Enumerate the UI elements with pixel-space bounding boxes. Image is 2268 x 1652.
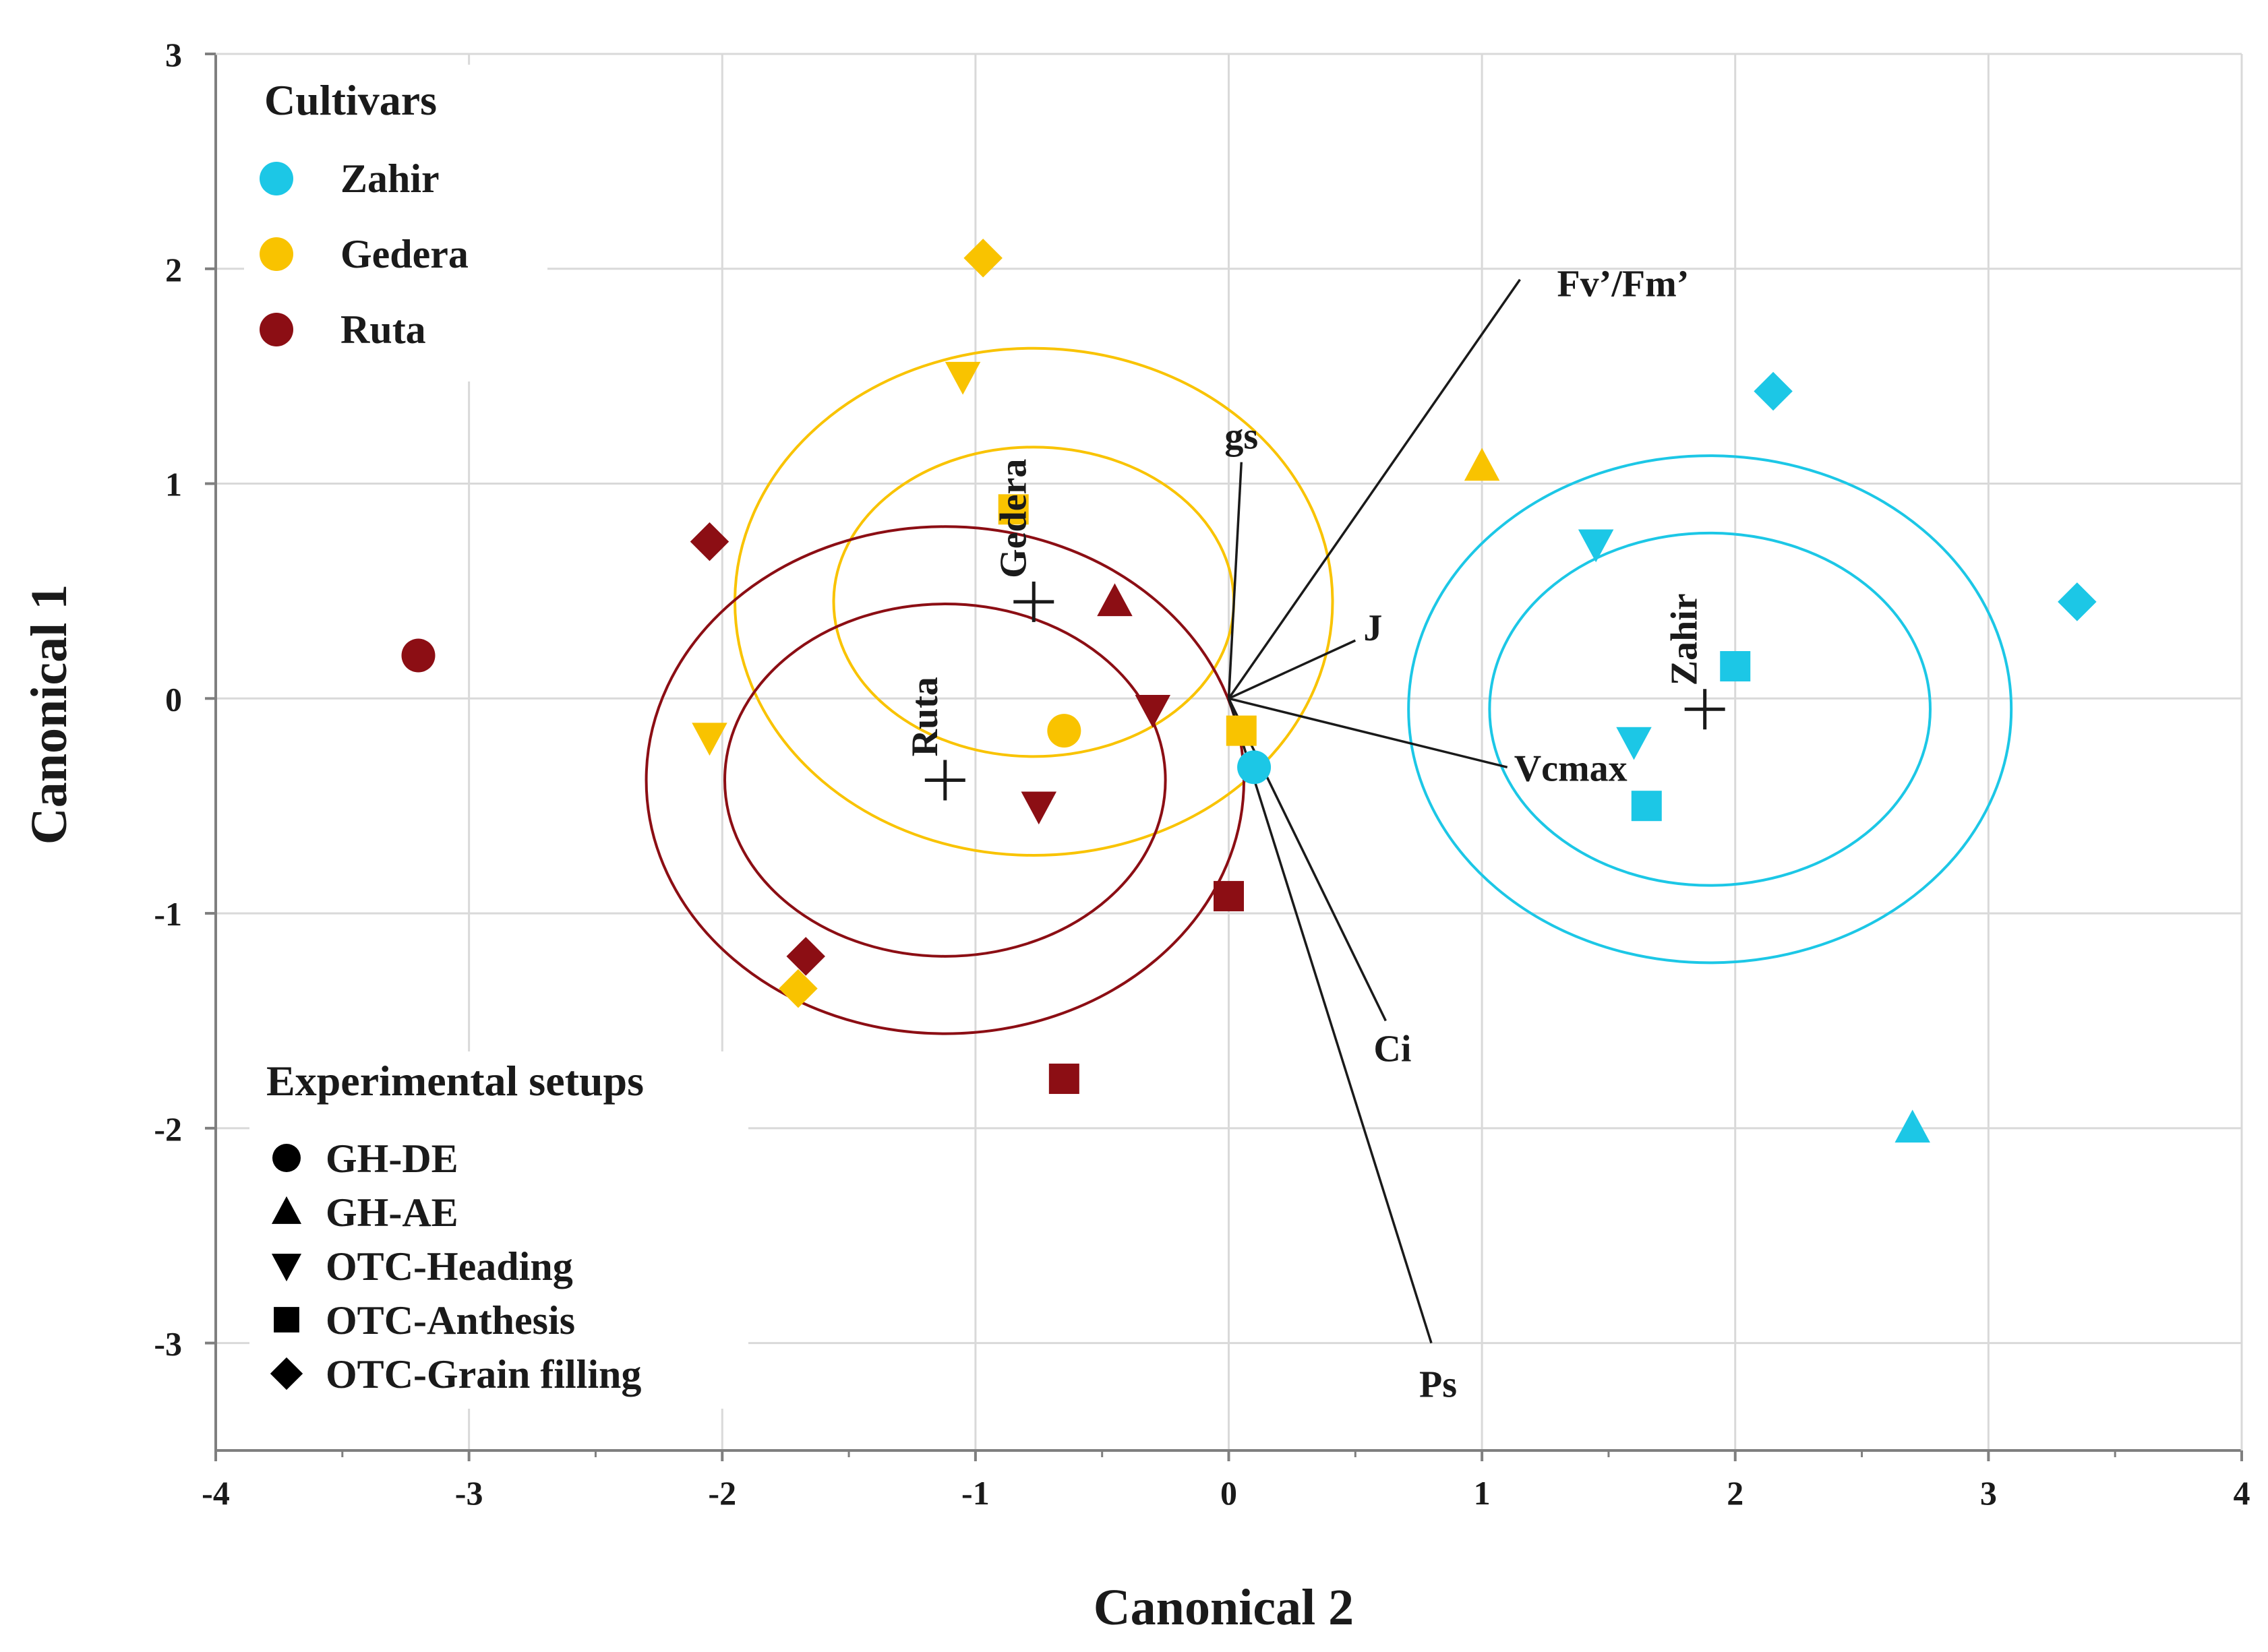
cultivars-legend: Cultivars Zahir Gedera Ruta (244, 65, 547, 381)
legend-label-ruta: Ruta (340, 307, 426, 352)
x-tick-label: -4 (202, 1474, 230, 1512)
loading-vector-label: J (1363, 607, 1382, 649)
y-tick-label: 3 (165, 36, 182, 73)
loading-vector-line (1228, 278, 1521, 700)
y-tick-label: 1 (165, 466, 182, 503)
legend-marker-ruta (260, 313, 293, 346)
legend-marker-otc-grain-filling (270, 1357, 303, 1390)
legend-label-zahir: Zahir (340, 156, 440, 201)
legend-label-otc-anthesis: OTC-Anthesis (326, 1298, 575, 1343)
loading-vector-label: Ci (1373, 1028, 1411, 1070)
loading-vector-label: Fv’/Fm’ (1557, 264, 1689, 305)
point-gedera-otc-heading (692, 723, 727, 756)
y-tick-label: -3 (154, 1325, 182, 1363)
legend-marker-gedera (260, 237, 293, 271)
loading-vector-line (1227, 698, 1433, 1344)
point-zahir-otc-heading (1616, 727, 1652, 760)
data-points (401, 239, 2097, 1143)
loading-vector-label: gs (1224, 416, 1258, 458)
legend-label-gh-de: GH-DE (326, 1136, 458, 1181)
point-zahir-gh-de (1237, 750, 1272, 785)
point-zahir-otc-grain-filling (2058, 582, 2097, 621)
legend-background (249, 1051, 748, 1409)
point-ruta-otc-grain-filling (690, 522, 729, 561)
legend-marker-otc-anthesis (274, 1307, 299, 1333)
point-zahir-otc-anthesis (1631, 791, 1662, 822)
legend-marker-otc-heading (271, 1254, 302, 1282)
x-tick-label: -3 (455, 1474, 483, 1512)
legend-marker-gh-de (272, 1144, 301, 1172)
point-ruta-otc-heading (1135, 694, 1171, 728)
x-tick-label: 4 (2234, 1474, 2250, 1512)
confidence-ellipse-inner (1488, 531, 1932, 887)
x-tick-label: 1 (1474, 1474, 1491, 1512)
point-gedera-gh-ae (1464, 448, 1500, 481)
setups-legend: Experimental setups GH-DE GH-AE OTC-Headin… (249, 1051, 748, 1409)
point-zahir-gh-ae (1894, 1109, 1930, 1143)
point-zahir-otc-grain-filling (1754, 371, 1793, 411)
x-axis-title: Canonical 2 (1094, 1579, 1354, 1636)
point-ruta-gh-ae (1097, 583, 1133, 617)
y-tick-label: -1 (154, 895, 182, 933)
x-tick-label: -1 (961, 1474, 990, 1512)
point-gedera-gh-de (1047, 714, 1081, 748)
loading-vector-line (1228, 639, 1356, 700)
legend-background (244, 65, 547, 381)
legend-label-gh-ae: GH-AE (326, 1190, 458, 1235)
centroid-label: Gedera (992, 459, 1034, 578)
y-tick-label: 2 (165, 251, 182, 288)
point-zahir-otc-heading (1578, 529, 1614, 563)
y-axis-title: Canonical 1 (21, 584, 78, 845)
x-tick-label: 3 (1980, 1474, 1997, 1512)
cultivars-legend-title: Cultivars (264, 76, 437, 124)
loading-vectors: Fv’/Fm’ gs J Vcmax Ci Ps (1224, 264, 1689, 1406)
confidence-ellipse-outer (1407, 454, 2013, 965)
point-gedera-otc-anthesis (1226, 715, 1257, 746)
legend-label-otc-heading: OTC-Heading (326, 1244, 573, 1289)
x-tick-label: -2 (708, 1474, 736, 1512)
point-gedera-otc-heading (945, 361, 981, 395)
axes: -4 -3 -2 -1 0 1 2 3 4 3 2 1 0 -1 -2 -3 (154, 36, 2250, 1512)
point-ruta-otc-anthesis (1214, 881, 1244, 912)
loading-vector-line (1228, 697, 1508, 769)
point-gedera-otc-grain-filling (963, 239, 1003, 278)
confidence-ellipse-outer (734, 346, 1334, 857)
legend-label-gedera: Gedera (340, 232, 469, 276)
centroid-label: Ruta (904, 677, 946, 756)
point-ruta-otc-heading (1021, 791, 1057, 825)
x-tick-label: 0 (1220, 1474, 1237, 1512)
loading-vector-label: Ps (1419, 1364, 1457, 1406)
point-zahir-otc-anthesis (1720, 650, 1751, 681)
loading-vector-line (1227, 462, 1243, 699)
confidence-ellipses (645, 346, 2013, 1035)
y-tick-label: 0 (165, 680, 182, 718)
loading-vector-line (1227, 698, 1387, 1022)
loading-vector-label: Vcmax (1514, 747, 1628, 789)
x-tick-label: 2 (1727, 1474, 1743, 1512)
point-ruta-otc-grain-filling (786, 937, 825, 976)
confidence-ellipse-inner (723, 603, 1167, 958)
centroids: Zahir Gedera Ruta (904, 459, 1725, 801)
point-ruta-otc-anthesis (1048, 1064, 1079, 1095)
legend-label-otc-grain-filling: OTC-Grain filling (326, 1352, 641, 1397)
legend-marker-gh-ae (271, 1196, 302, 1224)
point-gedera-otc-anthesis (998, 494, 1029, 525)
y-tick-label: -2 (154, 1110, 182, 1148)
setups-legend-title: Experimental setups (266, 1057, 644, 1105)
point-gedera-otc-grain-filling (779, 969, 818, 1008)
point-ruta-gh-de (401, 638, 436, 673)
centroid-label: Zahir (1664, 593, 1706, 685)
legend-marker-zahir (260, 162, 293, 195)
